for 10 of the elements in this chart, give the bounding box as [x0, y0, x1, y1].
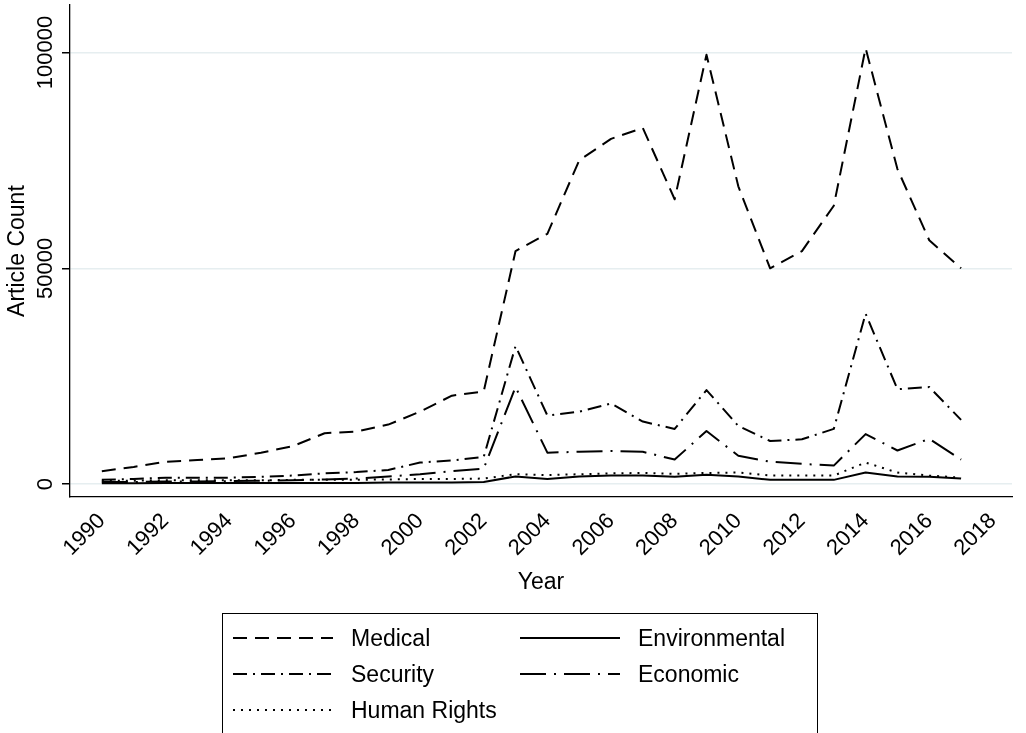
legend-label: Economic [638, 660, 739, 688]
y-tick-label: 0 [32, 478, 58, 491]
legend-label: Security [351, 660, 435, 688]
legend-label: Human Rights [351, 696, 497, 724]
y-tick-label: 50000 [32, 237, 58, 299]
y-tick-label: 100000 [32, 15, 58, 90]
legend-label: Medical [351, 624, 431, 652]
y-axis-title: Article Count [3, 184, 30, 317]
x-axis-title: Year [517, 567, 565, 594]
legend-label: Environmental [638, 624, 786, 652]
